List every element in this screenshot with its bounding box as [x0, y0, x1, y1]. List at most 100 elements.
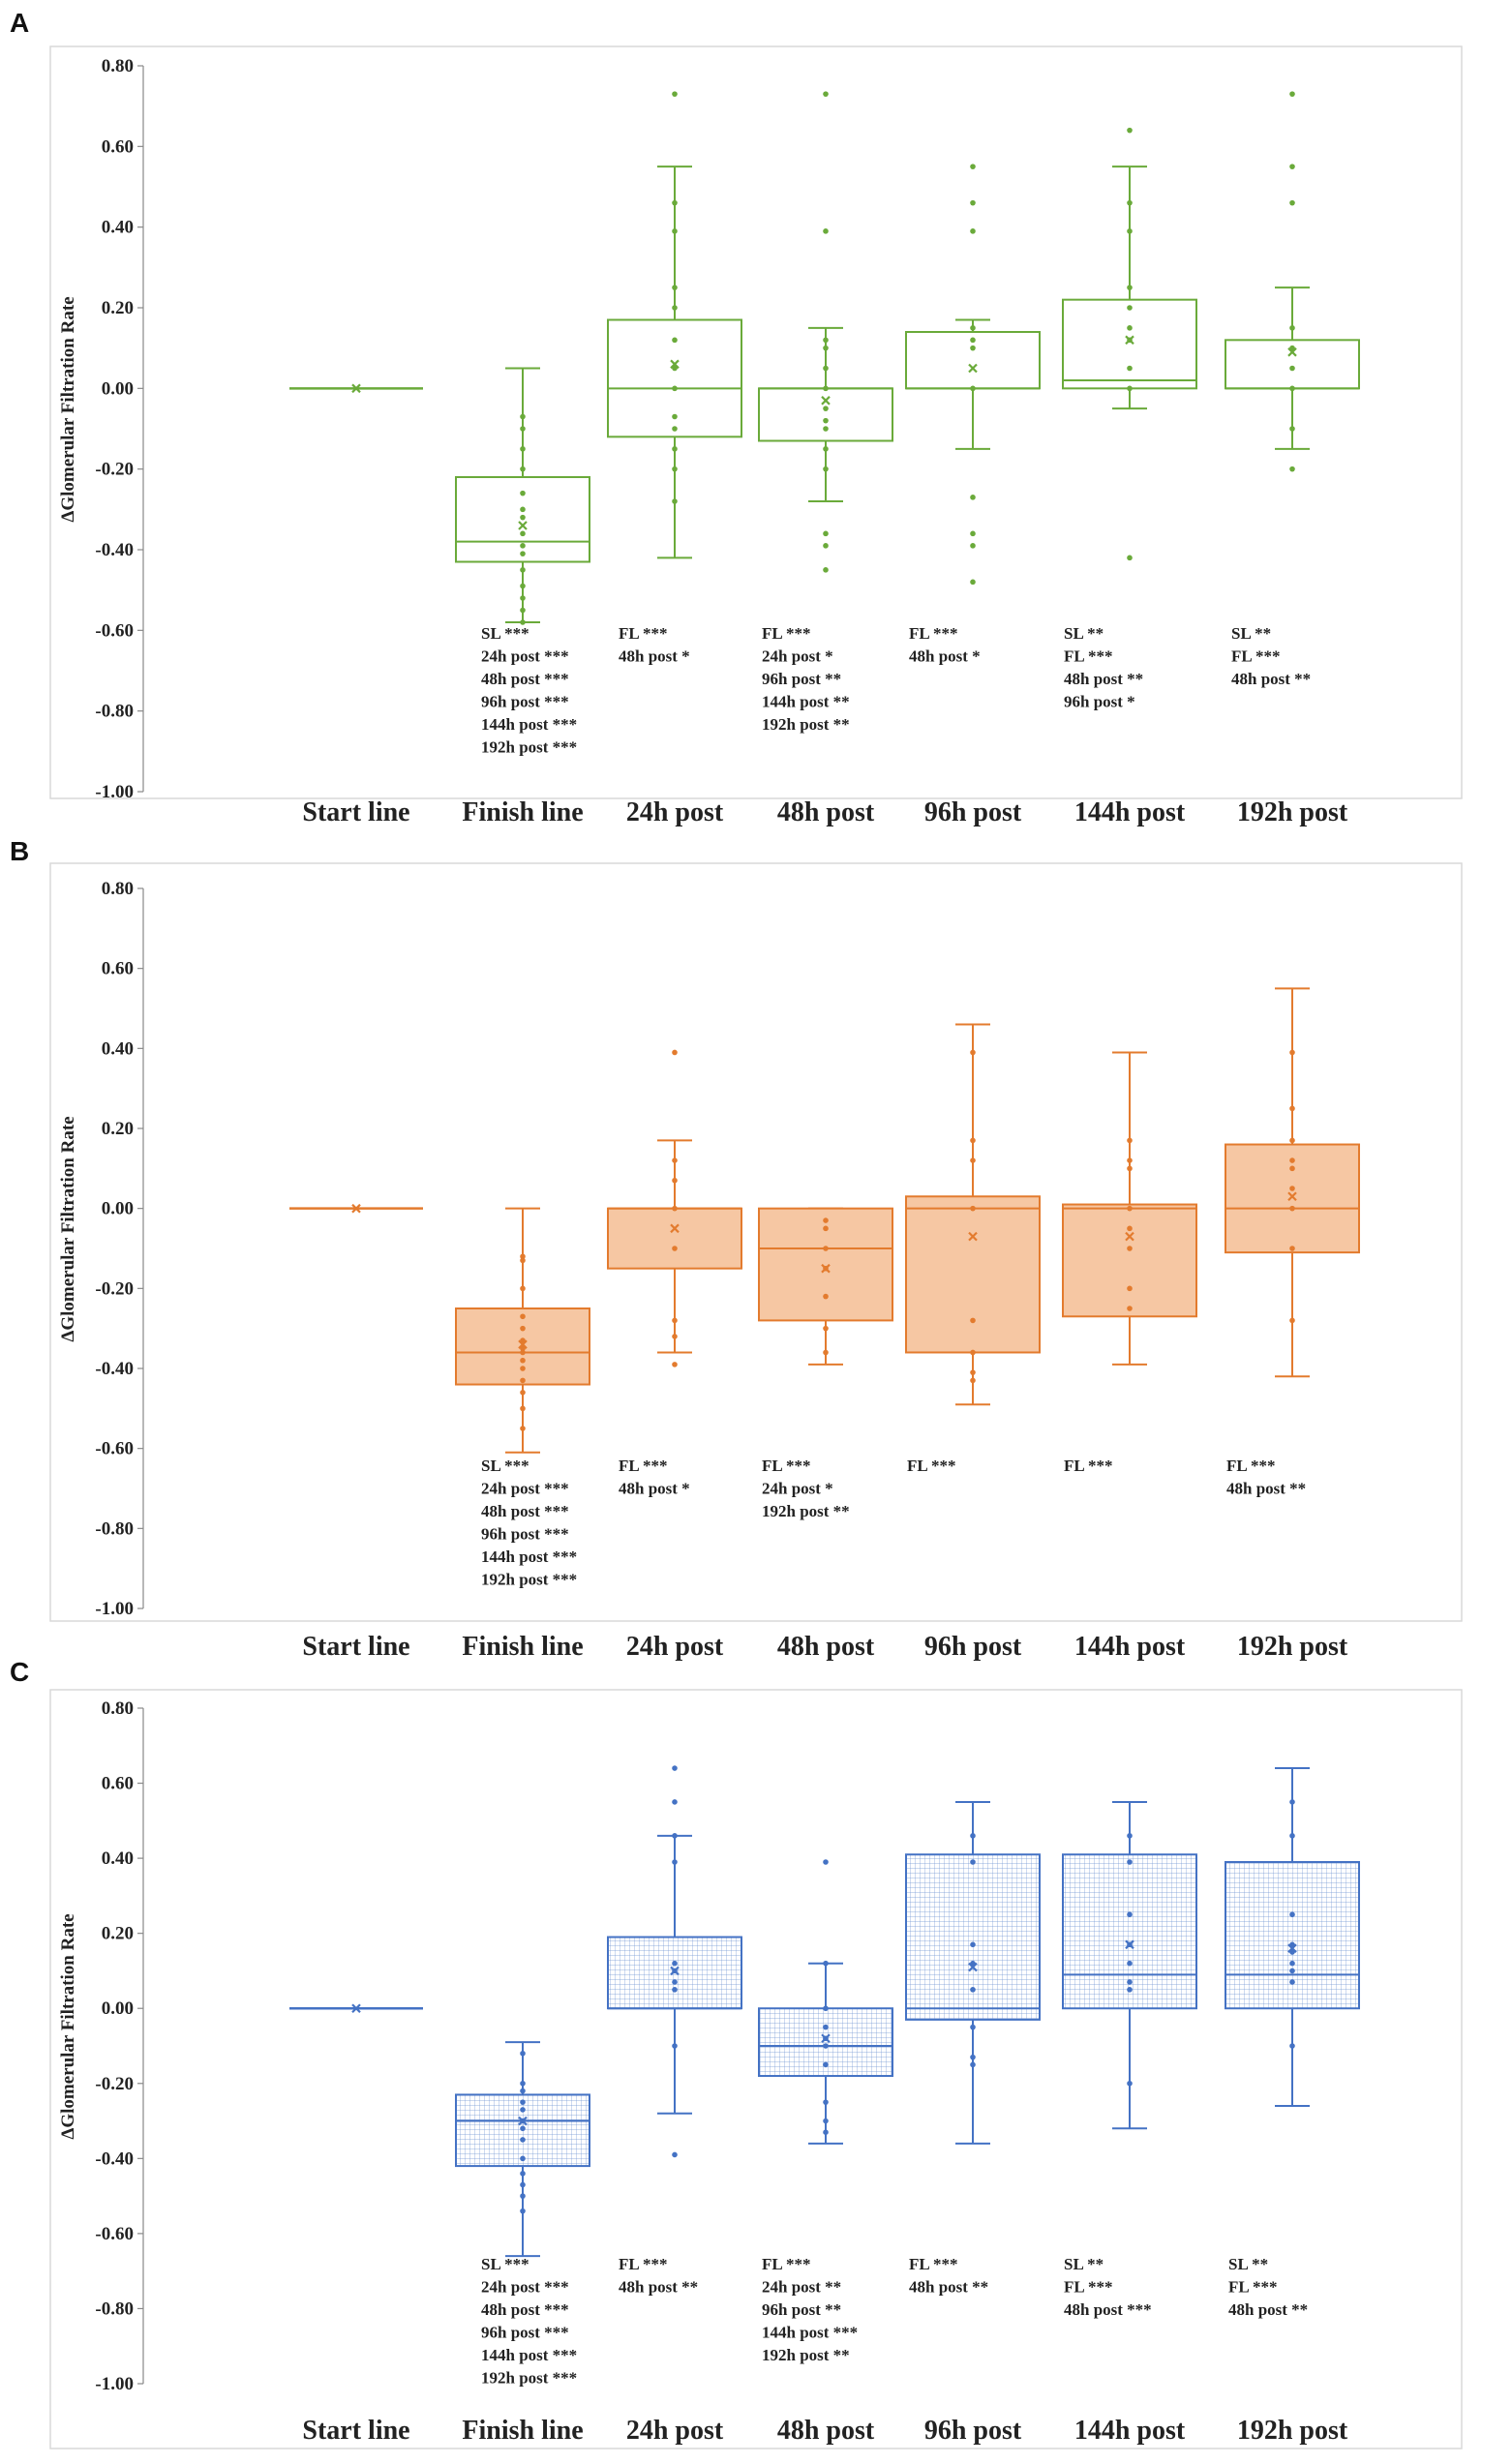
panel-label-c: C: [10, 1657, 30, 1687]
mean-marker: [1125, 335, 1134, 346]
y-tick-label: -0.20: [95, 460, 134, 480]
y-tick-label: 0.60: [102, 136, 134, 157]
mean-marker: [518, 2116, 528, 2126]
data-point: [520, 595, 526, 601]
data-point: [1289, 1137, 1295, 1144]
data-point: [520, 2208, 526, 2214]
y-tick-label: -0.20: [95, 2074, 134, 2094]
data-point: [520, 1285, 526, 1292]
y-tick-label: -0.40: [95, 2148, 134, 2169]
significance-annotation: FL ***: [909, 2255, 958, 2273]
mean-marker: [1287, 1943, 1297, 1953]
significance-annotation: FL ***: [1064, 2278, 1113, 2297]
data-point: [1127, 2080, 1133, 2087]
data-point: [823, 345, 829, 351]
data-point: [672, 228, 678, 234]
data-point: [1127, 1911, 1133, 1918]
data-point: [1127, 127, 1133, 134]
chart-b-svg: 0.80 0.60 0.40 0.20 0.00 -0.20 -0.40 -0.60 -0.80…: [49, 862, 1463, 1622]
mean-marker: [351, 2003, 361, 2013]
box-2: [455, 2041, 590, 2258]
data-point: [520, 2050, 526, 2057]
data-point: [672, 1833, 678, 1839]
y-tick-label: -1.00: [95, 1599, 134, 1619]
iqr-box: [607, 1207, 742, 1270]
data-point: [823, 365, 829, 372]
data-point: [1127, 365, 1133, 372]
y-tick-label: 0.80: [102, 1698, 134, 1719]
significance-annotation: FL ***: [619, 1457, 668, 1475]
data-point: [970, 1941, 976, 1948]
significance-annotation: 96h post ***: [481, 693, 569, 711]
data-point: [520, 490, 526, 496]
mean-marker: [821, 1263, 831, 1274]
significance-annotation: 96h post **: [762, 670, 841, 688]
significance-annotation: 96h post ***: [481, 2324, 569, 2342]
data-point: [672, 1157, 678, 1163]
data-point: [1127, 1979, 1133, 1985]
significance-annotation: 48h post *: [619, 647, 690, 666]
chart-a-svg: 0.80 0.60 0.40 0.20 0.00 -0.20 -0.40 -0.60 -0.80…: [49, 45, 1463, 802]
data-point: [970, 1137, 976, 1144]
data-point: [1127, 385, 1133, 392]
data-point: [520, 2099, 526, 2105]
data-point: [1127, 1987, 1133, 1993]
iqr-box: [905, 1853, 1041, 2021]
data-point: [823, 446, 829, 452]
y-tick-label: -0.60: [95, 2224, 134, 2244]
box-7: [1225, 91, 1360, 472]
y-tick-label: -0.40: [95, 540, 134, 560]
data-point: [970, 164, 976, 169]
panel-label-a: A: [10, 8, 30, 38]
data-point: [823, 1349, 829, 1356]
data-point: [520, 1325, 526, 1332]
mean-marker: [968, 1231, 978, 1242]
data-point: [1127, 325, 1133, 331]
data-point: [823, 2061, 829, 2068]
iqr-box: [758, 387, 893, 442]
significance-annotation: 96h post *: [1064, 693, 1135, 711]
data-point: [970, 2024, 976, 2030]
data-point: [672, 1049, 678, 1056]
data-point: [1127, 1157, 1133, 1163]
significance-annotation: FL ***: [762, 1457, 811, 1475]
significance-annotation: 144h post ***: [481, 2346, 577, 2364]
y-tick-label: 0.20: [102, 1924, 134, 1944]
significance-annotation: SL **: [1231, 624, 1271, 643]
category-label: Finish line: [462, 797, 584, 827]
significance-annotation: 48h post *: [619, 1480, 690, 1498]
data-point: [672, 1362, 678, 1367]
data-point: [1289, 1205, 1295, 1212]
data-point: [823, 2129, 829, 2135]
data-point: [970, 1859, 976, 1865]
box-1: [289, 2003, 423, 2013]
significance-annotation: FL ***: [619, 624, 668, 643]
significance-annotation: 24h post **: [762, 2278, 841, 2297]
y-tick-label: 0.80: [102, 879, 134, 899]
data-point: [1127, 555, 1133, 561]
data-point: [672, 1979, 678, 1985]
data-point: [823, 406, 829, 411]
data-point: [1127, 1205, 1133, 1212]
y-tick-label: 0.40: [102, 1038, 134, 1059]
data-point: [1127, 1285, 1133, 1292]
category-label: 192h post: [1236, 1632, 1348, 1662]
y-tick-label: 0.80: [102, 56, 134, 76]
iqr-box: [1062, 1203, 1197, 1318]
y-axis-label: ΔGlomerular Filtration Rate: [58, 1913, 78, 2139]
y-tick-label: 0.40: [102, 218, 134, 238]
data-point: [1289, 1799, 1295, 1805]
data-point: [520, 446, 526, 452]
data-point: [1127, 1960, 1133, 1967]
significance-annotation: 48h post **: [1228, 2300, 1308, 2319]
category-label: 24h post: [625, 1632, 724, 1662]
significance-annotation: 48h post ***: [481, 2300, 569, 2319]
significance-annotation: FL ***: [762, 2255, 811, 2273]
data-point: [970, 1377, 976, 1384]
mean-marker: [351, 383, 361, 394]
data-point: [1127, 1165, 1133, 1172]
y-tick-label: 0.40: [102, 1848, 134, 1869]
data-point: [823, 228, 829, 234]
box-4: [758, 1207, 893, 1366]
panel-b: B 0.80 0.60 0.40 0.20 0.00 -0.20 -0.40 -0.60 -0.…: [0, 832, 1512, 1662]
